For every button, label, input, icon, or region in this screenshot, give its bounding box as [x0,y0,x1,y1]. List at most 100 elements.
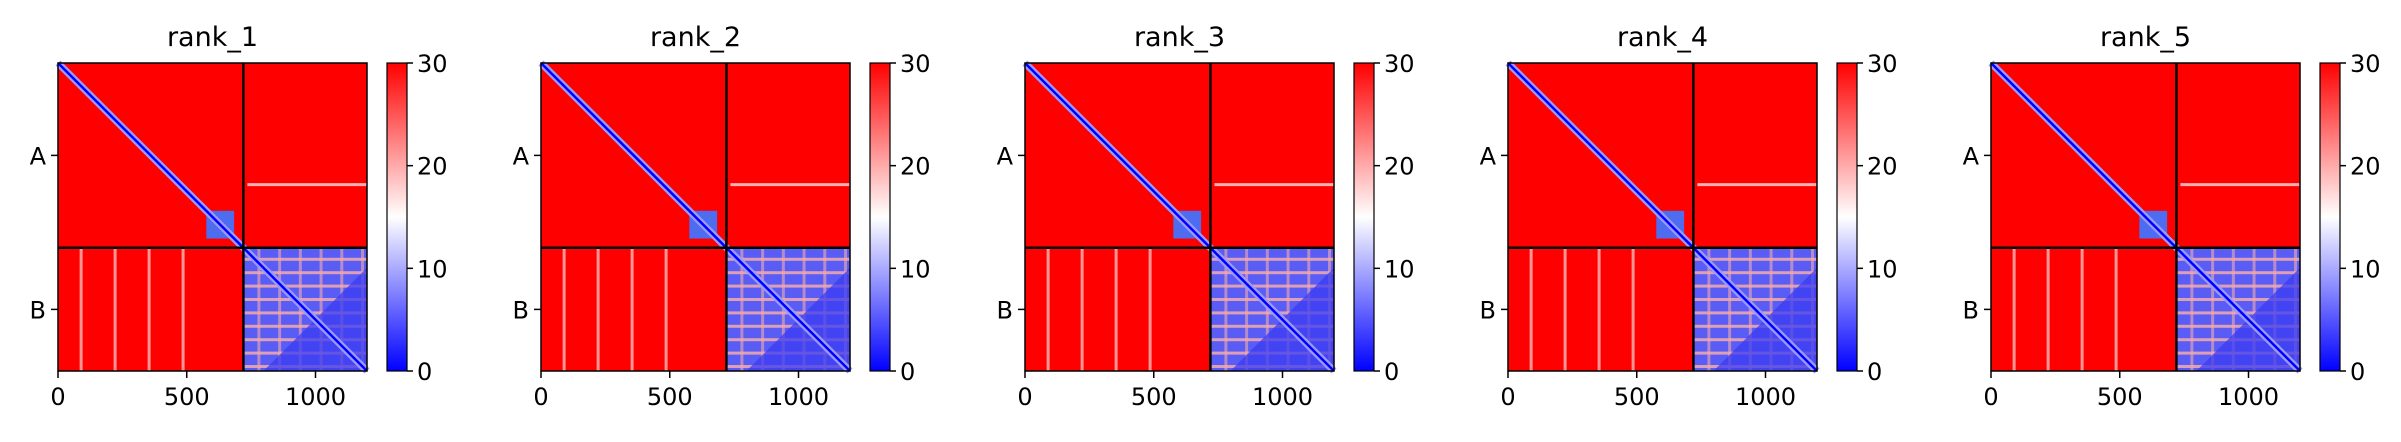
block-stripe [726,284,850,288]
block-stripe [1224,247,1228,371]
panel-2: rank_2 A B 0 500 1000 0 10 20 30 [513,22,931,411]
heatmap-streak [147,247,151,371]
heatmap-streak [2046,247,2050,371]
heatmap-streak [113,247,117,371]
panel-title: rank_2 [650,22,741,53]
block-stripe [1693,271,1817,275]
x-tick-label: 0 [1500,383,1515,411]
block-stripe [1693,257,1817,261]
colorbar-tick-label: 10 [2350,255,2381,283]
x-tick-label: 1000 [768,383,829,411]
colorbar-tick-label: 20 [1867,153,1898,181]
block-stripe [257,247,261,371]
block-stripe [1210,298,1334,301]
colorbar [386,62,408,372]
heatmap-streak [2080,247,2084,371]
heatmap-streak [1697,183,1817,187]
block-stripe [243,284,367,288]
colorbar-tick-label: 30 [417,50,448,78]
block-stripe [243,257,367,261]
colorbar [1353,62,1375,372]
x-tick-label: 1000 [1252,383,1313,411]
heatmap-streak [181,247,185,371]
heatmap-streak [1046,247,1050,371]
plot-frame [57,62,368,372]
block-stripe [1210,271,1334,275]
x-tick-label: 1000 [285,383,346,411]
heatmap-streak [1148,247,1152,371]
block-stripe [726,324,850,328]
x-tick-label: 0 [50,383,65,411]
block-stripe [2176,257,2300,261]
y-tick-label-chain-a: A [513,142,530,170]
diagonal-line [1507,62,1818,372]
block-stripe [740,247,744,371]
y-tick-label-chain-a: A [1480,142,1497,170]
panel-title: rank_3 [1134,22,1225,53]
colorbar-tick-label: 10 [1384,255,1415,283]
y-tick-label-chain-b: B [30,296,46,324]
x-tick-label: 0 [1983,383,1998,411]
block-stripe [1769,247,1773,371]
panel-5: rank_5 A B 0 500 1000 0 10 20 30 [1963,22,2381,411]
block-stripe [1286,247,1290,371]
colorbar-tick-label: 0 [1384,358,1399,386]
plot-frame [1024,62,1335,372]
heatmap-streak [1597,247,1601,371]
heatmap-streak [2180,183,2300,187]
block-stripe [2211,247,2215,371]
colorbar-tick-label: 30 [1384,50,1415,78]
block-stripe [243,324,367,328]
block-stripe [761,247,765,371]
x-tick-label: 500 [647,383,693,411]
block-stripe [1707,247,1711,371]
y-tick-label-chain-b: B [1963,296,1979,324]
x-tick-label: 500 [164,383,210,411]
plot-frame [1990,62,2301,372]
heatmap-streak [2012,247,2016,371]
heatmap-streak [630,247,634,371]
colorbar [2319,62,2341,372]
heatmap-streak [1214,183,1334,187]
colorbar-tick-label: 0 [417,358,432,386]
heatmap-streak [1563,247,1567,371]
heatmap-streak [562,247,566,371]
panel-title: rank_4 [1617,22,1708,53]
block-stripe [1210,324,1334,328]
block-stripe [726,298,850,301]
colorbar-tick-label: 20 [900,153,931,181]
heatmap-streak [247,183,367,187]
diagonal-line [57,62,368,372]
block-stripe [726,271,850,275]
x-tick-label: 1000 [1735,383,1796,411]
heatmap-streak [79,247,83,371]
plot-frame [540,62,851,372]
block-stripe [2176,284,2300,288]
panel-title: rank_1 [167,22,258,53]
x-tick-label: 1000 [2218,383,2279,411]
heatmap-streak [1631,247,1635,371]
panel-3: rank_3 A B 0 500 1000 0 10 20 30 [997,22,1415,411]
diagonal-line [1024,62,1335,372]
y-tick-label-chain-b: B [1480,296,1496,324]
block-stripe [1693,298,1817,301]
x-tick-label: 500 [1614,383,1660,411]
panel-title: rank_5 [2100,22,2191,53]
y-tick-label-chain-a: A [30,142,47,170]
block-stripe [2190,247,2194,371]
heatmap-streak [596,247,600,371]
y-tick-label-chain-b: B [997,296,1013,324]
block-stripe [1693,284,1817,288]
colorbar [1836,62,1858,372]
block-stripe [1210,257,1334,261]
plot-frame [1507,62,1818,372]
colorbar-tick-label: 20 [417,153,448,181]
heatmap-streak [1114,247,1118,371]
colorbar-tick-label: 30 [2350,50,2381,78]
block-stripe [2252,247,2256,371]
colorbar-tick-label: 0 [900,358,915,386]
block-stripe [2176,271,2300,275]
colorbar-tick-label: 10 [1867,255,1898,283]
